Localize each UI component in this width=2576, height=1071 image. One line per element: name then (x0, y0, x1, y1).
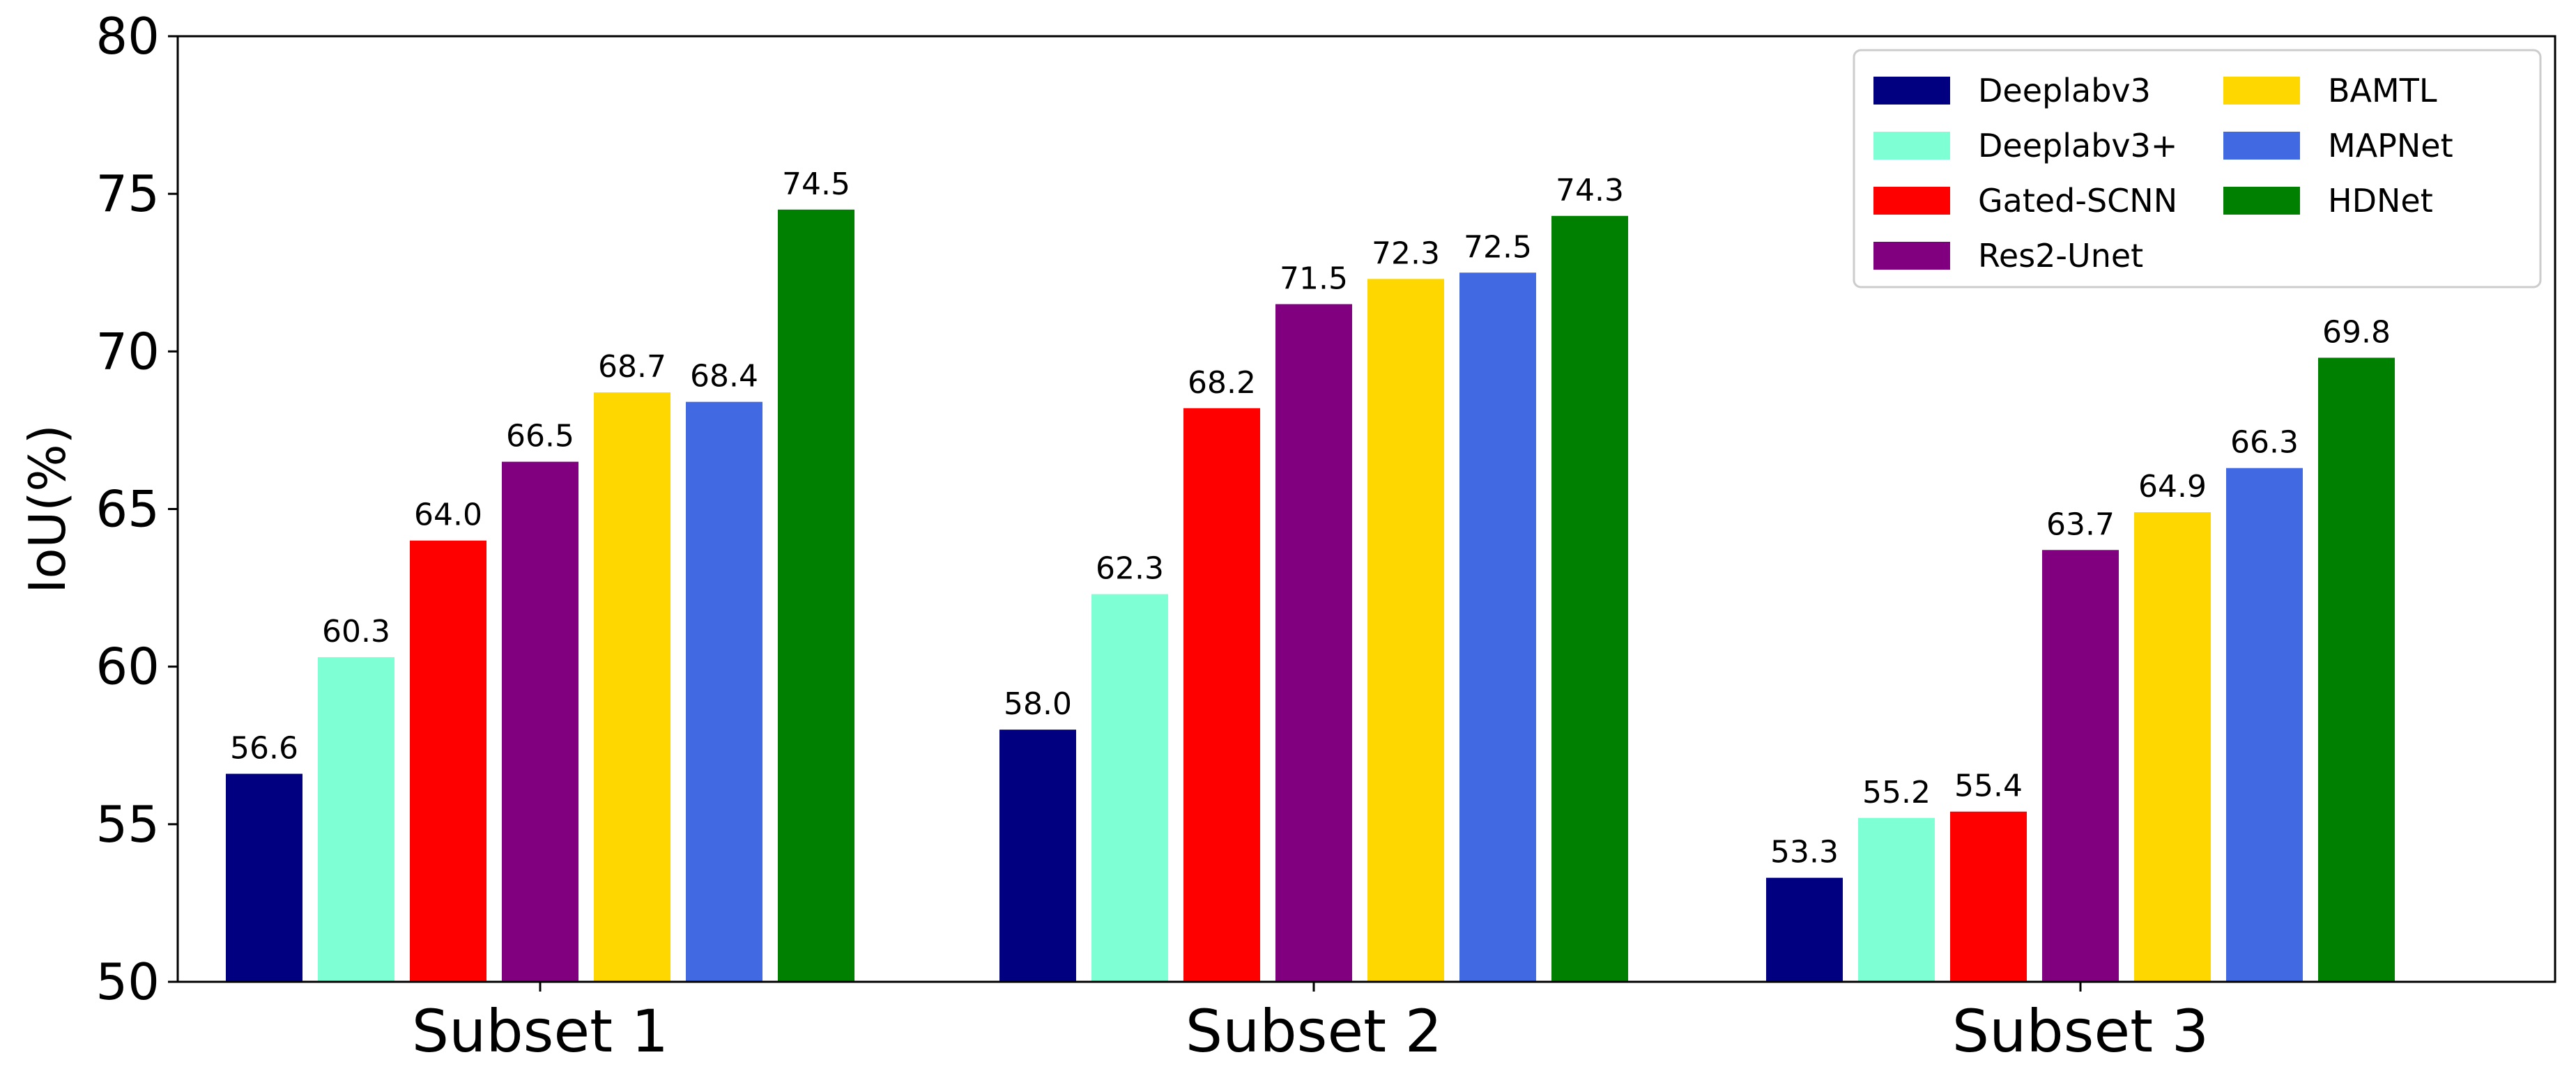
bar (2134, 512, 2211, 982)
data-label: 58.0 (1004, 686, 1072, 722)
y-tick-label: 65 (95, 480, 160, 539)
bar (2318, 357, 2395, 982)
data-label: 71.5 (1280, 261, 1348, 296)
y-tick-label: 60 (95, 638, 160, 696)
data-label: 64.9 (2138, 469, 2207, 504)
data-label: 69.8 (2322, 314, 2391, 350)
bars-layer (226, 209, 2395, 983)
bar (594, 392, 670, 982)
data-label: 53.3 (1770, 835, 1839, 870)
y-axis-label: IoU(%) (18, 424, 77, 594)
data-label: 56.6 (230, 730, 298, 766)
bar (999, 730, 1076, 982)
legend-swatch (1873, 242, 1950, 270)
data-label: 55.4 (1954, 769, 2023, 804)
bar (502, 461, 578, 982)
bar (1183, 408, 1260, 982)
x-tick-label: Subset 3 (1952, 997, 2209, 1065)
bar (226, 773, 302, 982)
bar (1367, 279, 1444, 983)
legend-label: MAPNet (2328, 127, 2453, 164)
bar (410, 540, 486, 982)
legend-label: Res2-Unet (1978, 237, 2143, 275)
y-tick-label: 80 (95, 7, 160, 66)
legend-swatch (1873, 77, 1950, 105)
axes-layer: 50 55 60 65 70 75 80 Subset 1 Subset 2 Subset 3 Io… (18, 7, 2556, 1065)
bar (778, 209, 854, 982)
legend-frame (1853, 49, 2542, 288)
bar (686, 401, 762, 982)
bar (1766, 877, 1843, 982)
data-label: 55.2 (1862, 775, 1931, 810)
legend-swatch (2223, 187, 2300, 215)
legend-swatch (2223, 132, 2300, 160)
data-label: 60.3 (322, 614, 390, 649)
x-tick-label: Subset 2 (1186, 997, 1442, 1065)
data-label: 68.7 (598, 349, 666, 385)
data-label: 72.5 (1464, 229, 1532, 265)
data-label: 74.3 (1556, 173, 1624, 208)
y-tick-label: 75 (95, 164, 160, 223)
data-label: 62.3 (1096, 551, 1164, 587)
y-tick-label: 55 (95, 795, 160, 854)
bar (1275, 304, 1352, 982)
bar (1551, 215, 1628, 983)
legend-label: Deeplabv3+ (1978, 127, 2177, 164)
value-labels-layer: 56.6 58.0 53.3 60.3 62.3 55.2 64.0 68.2 55.4 66.5… (230, 167, 2391, 870)
legend: Deeplabv3 Deeplabv3+ Gated-SCNN Res2-Unet BA… (1853, 49, 2542, 288)
legend-swatch (2223, 77, 2300, 105)
legend-swatch (1873, 187, 1950, 215)
bar (1459, 272, 1536, 982)
data-label: 63.7 (2046, 507, 2115, 542)
bar (2226, 468, 2303, 982)
legend-swatch (1873, 132, 1950, 160)
bar (1091, 594, 1168, 982)
bar (2042, 550, 2119, 982)
legend-label: Deeplabv3 (1978, 72, 2151, 109)
bar (1858, 817, 1935, 982)
y-tick-label: 50 (95, 953, 160, 1011)
data-label: 74.5 (782, 167, 850, 202)
legend-label: BAMTL (2328, 72, 2437, 109)
y-tick-label: 70 (95, 322, 160, 380)
data-label: 66.5 (506, 419, 574, 454)
data-label: 64.0 (414, 498, 482, 533)
x-tick-label: Subset 1 (412, 997, 668, 1065)
data-label: 66.3 (2230, 425, 2299, 461)
data-label: 72.3 (1372, 236, 1440, 271)
data-label: 68.4 (690, 359, 758, 394)
legend-label: HDNet (2328, 182, 2433, 219)
bar (1950, 811, 2027, 982)
data-label: 68.2 (1188, 365, 1256, 401)
legend-label: Gated-SCNN (1978, 182, 2177, 219)
bar (318, 657, 394, 982)
